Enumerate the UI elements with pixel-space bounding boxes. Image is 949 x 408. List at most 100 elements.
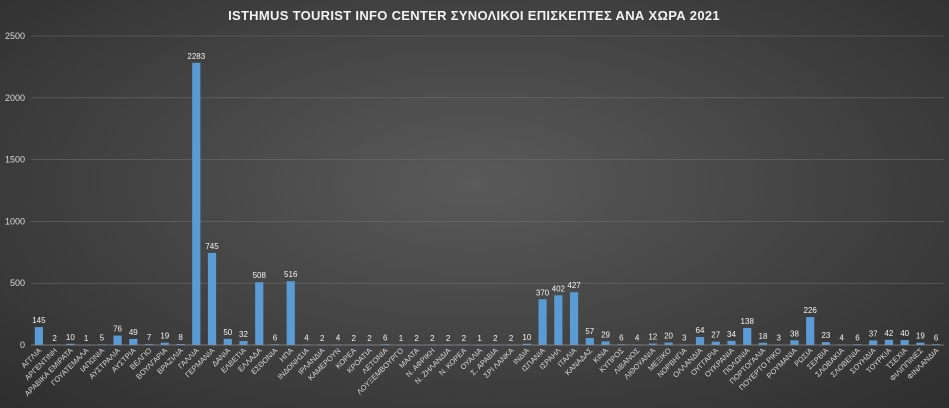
bar	[286, 281, 295, 345]
bar	[239, 341, 248, 345]
bar	[192, 62, 201, 346]
bar	[711, 341, 720, 345]
bar	[916, 342, 925, 345]
data-label: 2	[430, 334, 435, 343]
bar	[176, 344, 185, 345]
data-label: 1	[477, 334, 482, 343]
chart-title: ISTHMUS TOURIST INFO CENTER ΣΥΝΟΛΙΚΟΙ ΕΠ…	[228, 8, 720, 23]
data-label: 2	[509, 334, 514, 343]
data-label: 19	[160, 332, 169, 341]
bar	[255, 282, 264, 345]
data-label: 23	[821, 331, 830, 340]
bars	[34, 62, 941, 346]
y-tick-label: 1500	[5, 155, 25, 165]
bar	[790, 340, 799, 345]
bar	[664, 342, 673, 345]
bar	[569, 292, 579, 345]
bar	[743, 327, 752, 345]
data-label: 27	[711, 331, 720, 340]
data-label: 6	[855, 333, 860, 342]
bar	[223, 338, 232, 345]
data-label: 8	[178, 333, 183, 342]
bar	[806, 317, 815, 345]
bar	[900, 340, 909, 345]
bar	[554, 295, 563, 345]
data-label: 34	[727, 330, 736, 339]
data-label: 508	[253, 271, 267, 280]
data-label: 50	[223, 328, 232, 337]
data-label: 138	[741, 317, 755, 326]
data-label: 42	[884, 329, 893, 338]
data-label: 145	[32, 316, 46, 325]
data-label: 76	[113, 325, 122, 334]
data-label: 64	[696, 326, 705, 335]
data-label: 226	[804, 306, 818, 315]
bar	[695, 337, 705, 345]
data-label: 516	[284, 270, 298, 279]
data-label: 2	[351, 334, 356, 343]
bar	[66, 343, 75, 345]
data-label: 4	[635, 334, 640, 343]
data-label: 3	[682, 334, 687, 343]
data-label: 402	[552, 284, 566, 293]
data-label: 2	[320, 334, 325, 343]
data-label: 427	[567, 281, 581, 290]
data-label: 57	[585, 327, 594, 336]
y-tick-label: 1000	[5, 216, 25, 226]
bar	[207, 252, 217, 345]
data-label: 2	[52, 334, 57, 343]
gridlines	[31, 35, 944, 284]
bar	[884, 339, 893, 345]
bar	[538, 299, 547, 345]
data-label: 12	[648, 333, 657, 342]
bar	[129, 338, 138, 345]
data-label: 4	[304, 334, 309, 343]
data-label: 2	[462, 334, 467, 343]
data-label: 4	[839, 334, 844, 343]
data-label: 2	[493, 334, 498, 343]
data-label: 3	[776, 334, 781, 343]
bar	[821, 342, 831, 345]
y-tick-label: 0	[20, 340, 25, 350]
data-label: 10	[522, 333, 531, 342]
bar	[113, 335, 122, 345]
data-label: 49	[129, 328, 138, 337]
data-label: 10	[66, 333, 75, 342]
y-tick-label: 2500	[5, 31, 25, 41]
data-label: 6	[273, 333, 278, 342]
data-label: 29	[601, 330, 610, 339]
data-label: 2283	[187, 52, 205, 61]
y-tick-label: 500	[10, 278, 25, 288]
data-label: 2	[414, 334, 419, 343]
data-label: 38	[790, 329, 799, 338]
data-label: 1	[84, 334, 89, 343]
data-label: 1	[399, 334, 404, 343]
data-label: 7	[147, 333, 152, 342]
data-label: 5	[100, 333, 105, 342]
data-label: 2	[446, 334, 451, 343]
bar	[522, 343, 531, 345]
bar	[585, 337, 594, 345]
bar	[160, 342, 169, 345]
data-label: 6	[383, 333, 388, 342]
bar	[34, 327, 43, 345]
data-label: 37	[869, 329, 878, 338]
y-axis-ticks: 0 500 1000 1500 2000 2500	[5, 31, 25, 350]
bar	[727, 340, 736, 345]
data-label: 6	[619, 333, 624, 342]
y-tick-label: 2000	[5, 93, 25, 103]
bar	[758, 342, 768, 345]
data-label: 745	[205, 242, 219, 251]
bar	[601, 341, 610, 345]
bar	[869, 340, 878, 345]
data-label: 4	[336, 334, 341, 343]
bar	[648, 343, 657, 345]
data-label: 18	[759, 332, 768, 341]
data-label: 2	[367, 334, 372, 343]
data-label: 40	[900, 329, 909, 338]
data-label: 370	[536, 288, 550, 297]
data-label: 32	[239, 330, 248, 339]
